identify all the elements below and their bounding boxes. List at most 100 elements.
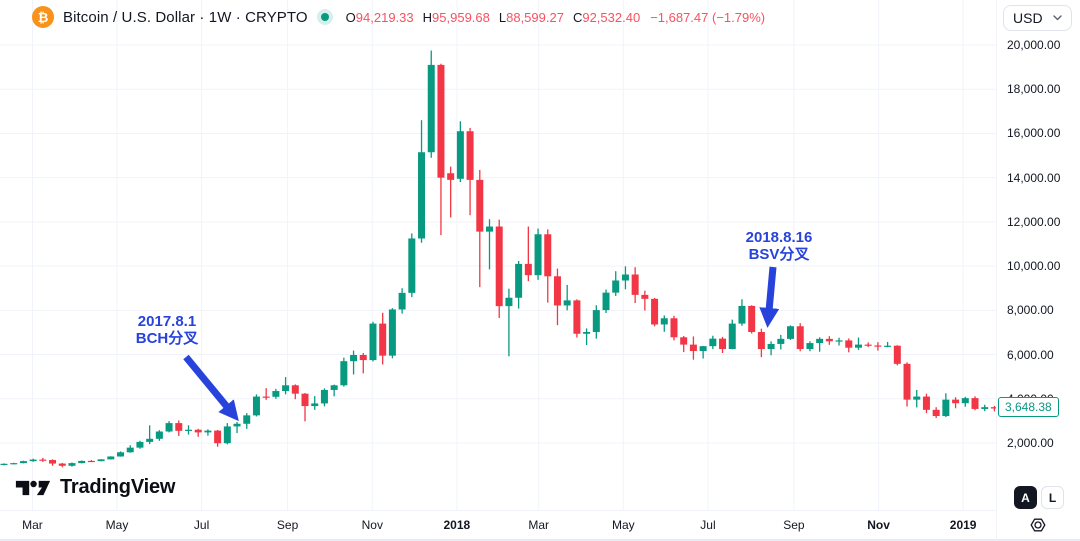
candle bbox=[670, 315, 678, 341]
candle bbox=[903, 362, 911, 407]
candle bbox=[398, 288, 406, 314]
candle bbox=[990, 405, 997, 412]
candle bbox=[165, 421, 173, 433]
high-value: 95,959.68 bbox=[432, 9, 490, 25]
candle bbox=[194, 428, 202, 437]
price-axis-label: 20,000.00 bbox=[1007, 38, 1061, 52]
annotation-arrow[interactable] bbox=[183, 354, 239, 422]
candle bbox=[806, 341, 814, 352]
time-axis-label: 2018 bbox=[443, 518, 471, 532]
candle bbox=[243, 413, 251, 429]
time-axis-label: May bbox=[611, 518, 635, 532]
price-axis[interactable]: 20,000.00 18,000.00 16,000.00 14,000.00 12,0… bbox=[996, 0, 1080, 541]
candle bbox=[107, 456, 115, 460]
candle bbox=[262, 388, 270, 400]
candle bbox=[117, 451, 125, 457]
candle bbox=[515, 261, 523, 309]
candle bbox=[184, 425, 192, 435]
window-bottom-edge bbox=[0, 539, 1080, 541]
candle bbox=[864, 342, 872, 348]
candle bbox=[272, 388, 280, 399]
price-axis-label: 14,000.00 bbox=[1007, 170, 1061, 185]
candle bbox=[854, 337, 862, 350]
log-scale-button[interactable]: L bbox=[1041, 486, 1064, 509]
symbol-title[interactable]: Bitcoin / U.S. Dollar · 1W · CRYPTO bbox=[63, 8, 308, 26]
candle bbox=[884, 341, 892, 348]
candle bbox=[97, 459, 105, 462]
high-label: H bbox=[422, 9, 433, 25]
candle bbox=[757, 328, 765, 358]
annotation-date: 2017.8.1 bbox=[137, 313, 197, 330]
candle bbox=[476, 169, 484, 288]
candle bbox=[719, 336, 727, 354]
candle bbox=[466, 127, 474, 216]
gear-icon bbox=[1030, 518, 1046, 532]
price-axis-label: 6,000.00 bbox=[1007, 347, 1054, 362]
candle bbox=[825, 336, 833, 345]
candle bbox=[447, 166, 455, 218]
candle bbox=[835, 337, 843, 346]
candle bbox=[709, 335, 717, 350]
time-axis-label: Mar bbox=[528, 518, 550, 532]
candle bbox=[291, 384, 299, 400]
candle bbox=[495, 219, 503, 319]
candle bbox=[651, 297, 659, 327]
annotation-bch-fork[interactable]: 2017.8.1 BCH分叉 bbox=[136, 313, 199, 347]
candle bbox=[58, 462, 66, 468]
candle bbox=[524, 226, 532, 282]
candle bbox=[301, 393, 309, 422]
candle bbox=[486, 219, 493, 270]
tradingview-logo[interactable]: TradingView bbox=[14, 476, 175, 499]
price-axis-label: 8,000.00 bbox=[1007, 303, 1054, 318]
price-axis-label: 2,000.00 bbox=[1007, 436, 1054, 450]
candle bbox=[379, 312, 387, 365]
candle bbox=[922, 393, 930, 414]
candle bbox=[505, 288, 513, 357]
candle bbox=[340, 357, 348, 387]
price-axis-label: 12,000.00 bbox=[1007, 214, 1061, 229]
last-price-label: 3,648.38 bbox=[998, 396, 1059, 417]
candle bbox=[155, 430, 163, 441]
candle bbox=[660, 315, 668, 332]
candle bbox=[952, 397, 960, 409]
time-axis[interactable]: Mar May Jul Sep Nov 2018 Mar May Jul Sep Nov 2019 bbox=[0, 510, 997, 541]
candle bbox=[78, 460, 86, 464]
candlestick-series bbox=[0, 50, 997, 468]
candle bbox=[631, 267, 639, 304]
candle bbox=[456, 121, 464, 183]
time-axis-label: 2019 bbox=[949, 518, 977, 532]
close-label: C bbox=[572, 9, 583, 25]
time-axis-label: Nov bbox=[361, 518, 383, 532]
candle bbox=[748, 305, 756, 334]
candle bbox=[39, 457, 47, 462]
candle bbox=[787, 325, 795, 340]
candle bbox=[87, 460, 95, 463]
candle bbox=[767, 341, 775, 356]
candle bbox=[728, 319, 736, 350]
candle bbox=[369, 321, 377, 362]
annotation-arrow[interactable] bbox=[759, 266, 780, 328]
candle bbox=[971, 396, 979, 411]
candle bbox=[311, 396, 319, 410]
candle bbox=[641, 290, 649, 311]
tradingview-logo-text: TradingView bbox=[60, 476, 176, 498]
candle bbox=[214, 429, 222, 447]
candle bbox=[874, 342, 882, 351]
candle bbox=[437, 63, 445, 236]
candle bbox=[233, 421, 241, 434]
candle bbox=[932, 407, 940, 419]
time-axis-settings-button[interactable] bbox=[1029, 516, 1047, 534]
candle bbox=[388, 308, 396, 359]
candle bbox=[29, 458, 37, 462]
candle bbox=[553, 268, 561, 326]
annotation-event: BCH分叉 bbox=[135, 330, 199, 347]
auto-scale-button[interactable]: A bbox=[1014, 486, 1037, 509]
time-axis-label: Sep bbox=[276, 518, 299, 532]
candle bbox=[146, 425, 154, 445]
currency-dropdown[interactable]: USD bbox=[1003, 5, 1072, 31]
open-value: 94,219.33 bbox=[355, 9, 414, 25]
annotation-bsv-fork[interactable]: 2018.8.16 BSV分叉 bbox=[746, 229, 813, 263]
candle bbox=[816, 337, 824, 352]
